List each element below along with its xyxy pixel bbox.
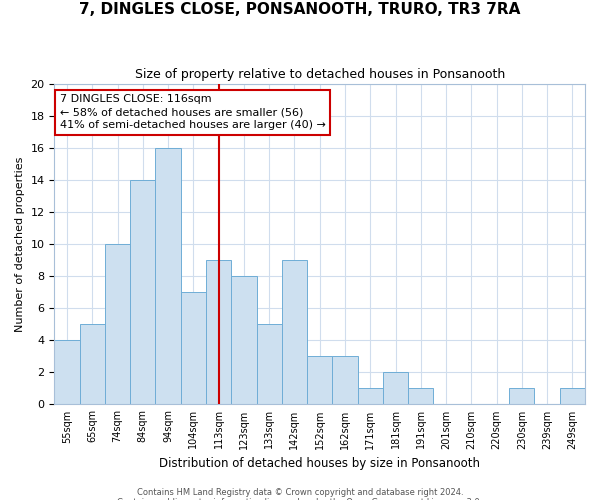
Bar (560, 388, 585, 404)
Bar (181, 292, 206, 405)
Bar (80, 324, 105, 404)
Text: Contains HM Land Registry data © Crown copyright and database right 2024.: Contains HM Land Registry data © Crown c… (137, 488, 463, 497)
Bar (383, 372, 408, 404)
Bar (358, 388, 383, 404)
Bar (105, 244, 130, 404)
Bar (155, 148, 181, 404)
X-axis label: Distribution of detached houses by size in Ponsanooth: Distribution of detached houses by size … (159, 457, 480, 470)
Text: 7, DINGLES CLOSE, PONSANOOTH, TRURO, TR3 7RA: 7, DINGLES CLOSE, PONSANOOTH, TRURO, TR3… (79, 2, 521, 18)
Bar (509, 388, 535, 404)
Bar (206, 260, 231, 404)
Y-axis label: Number of detached properties: Number of detached properties (15, 157, 25, 332)
Bar (282, 260, 307, 404)
Text: 7 DINGLES CLOSE: 116sqm
← 58% of detached houses are smaller (56)
41% of semi-de: 7 DINGLES CLOSE: 116sqm ← 58% of detache… (60, 94, 326, 130)
Bar (55, 340, 80, 404)
Bar (257, 324, 282, 404)
Bar (332, 356, 358, 405)
Bar (130, 180, 155, 404)
Title: Size of property relative to detached houses in Ponsanooth: Size of property relative to detached ho… (134, 68, 505, 80)
Bar (408, 388, 433, 404)
Bar (231, 276, 257, 404)
Bar (307, 356, 332, 405)
Text: Contains public sector information licensed under the Open Government Licence v3: Contains public sector information licen… (118, 498, 482, 500)
